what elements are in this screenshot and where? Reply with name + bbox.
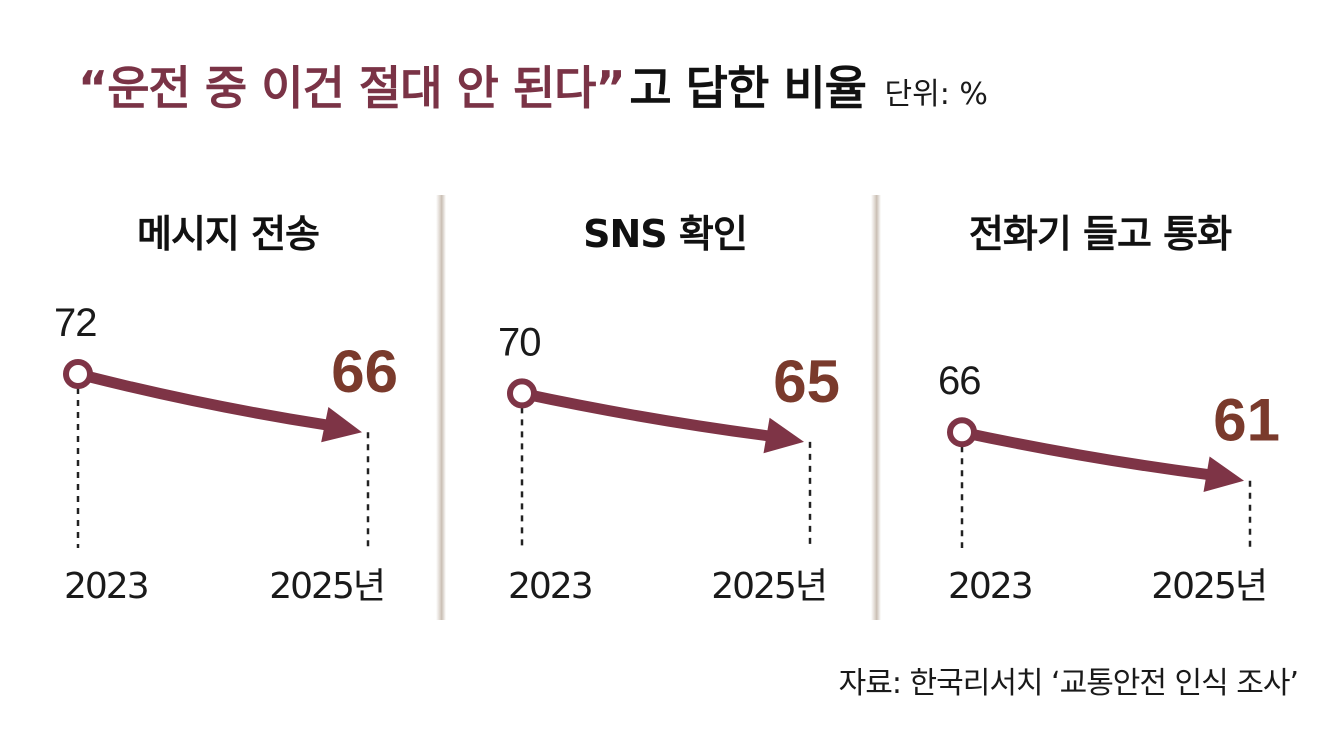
start-point-message: [63, 359, 93, 389]
x-tick-label-start-sns: 2023: [508, 566, 592, 607]
trend-line-call: [956, 426, 1216, 481]
trend-line-sns: [516, 387, 776, 442]
arrowhead-message: [321, 406, 362, 443]
source-note: 자료: 한국리서치 ‘교통안전 인식 조사’: [838, 666, 1299, 701]
x-tick-label-end-sns: 2025년: [711, 566, 826, 607]
panel-divider: [871, 195, 881, 620]
start-point-sns: [507, 378, 537, 409]
arrowhead-call: [1203, 456, 1244, 492]
panel-divider: [436, 195, 446, 620]
value-label-2025-sns: 65: [773, 348, 840, 415]
x-tick-label-start-message: 2023: [64, 566, 148, 607]
value-label-2023-message: 72: [54, 301, 97, 345]
x-tick-label-end-call: 2025년: [1151, 566, 1266, 607]
title-rest: 고 답한 비율: [629, 61, 867, 115]
title-quote: “운전 중 이건 절대 안 된다”: [78, 61, 626, 115]
arrowhead-sns: [763, 417, 804, 454]
value-label-2025-message: 66: [331, 338, 398, 405]
panel-title-sns: SNS 확인: [583, 212, 748, 256]
x-tick-label-end-message: 2025년: [269, 566, 384, 607]
chart-title: “운전 중 이건 절대 안 된다” 고 답한 비율 단위: %: [78, 52, 988, 118]
panel-title-message: 메시지 전송: [136, 212, 320, 256]
panel-title-call: 전화기 들고 통화: [968, 212, 1232, 256]
value-label-2023-sns: 70: [498, 320, 541, 364]
value-label-2025-call: 61: [1213, 387, 1280, 454]
start-point-call: [947, 417, 977, 448]
trend-line-message: [72, 368, 334, 431]
value-label-2023-call: 66: [938, 359, 981, 403]
x-tick-label-start-call: 2023: [948, 566, 1032, 607]
unit-label: 단위: %: [884, 77, 988, 112]
